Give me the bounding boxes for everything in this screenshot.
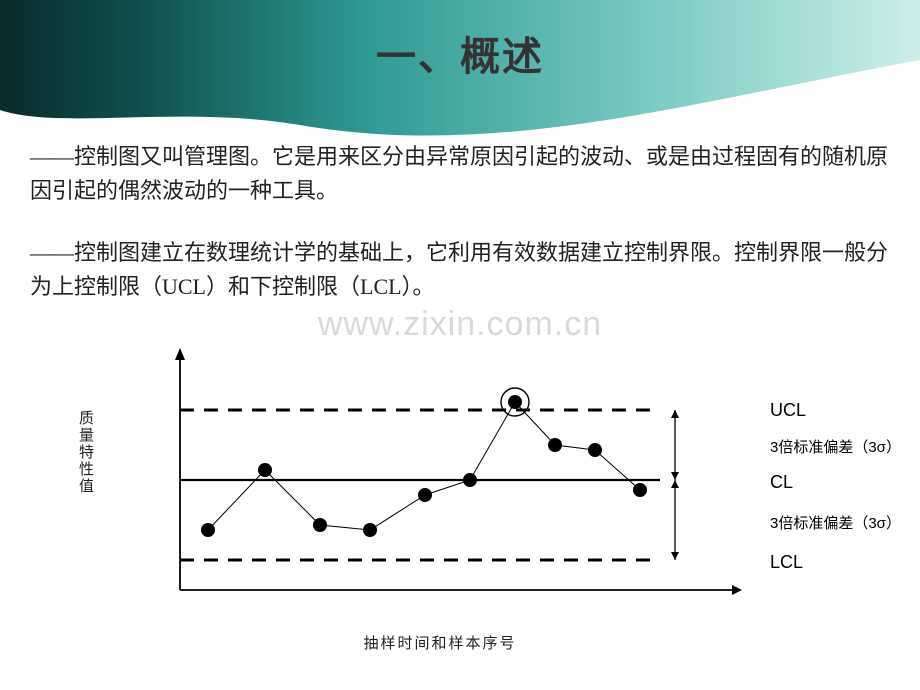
ucl-label: UCL: [770, 400, 806, 421]
chart-canvas: [120, 330, 760, 630]
sigma-label-lower: 3倍标准偏差（3σ）: [770, 512, 901, 533]
paragraph-2-text: ——控制图建立在数理统计学的基础上，它利用有效数据建立控制界限。控制界限一般分为…: [30, 240, 888, 299]
x-axis-label: 抽样时间和样本序号: [120, 632, 760, 653]
control-chart: 质量特性值 抽样时间和样本序号 UCL 3倍标准偏差（3σ） CL 3倍标准偏差…: [70, 330, 870, 660]
paragraph-2: ——控制图建立在数理统计学的基础上，它利用有效数据建立控制界限。控制界限一般分为…: [30, 236, 890, 304]
slide-title: 一、概述: [0, 24, 920, 82]
paragraph-1: ——控制图又叫管理图。它是用来区分由异常原因引起的波动、或是由过程固有的随机原因…: [30, 140, 890, 208]
lcl-label: LCL: [770, 552, 803, 573]
y-axis-label: 质量特性值: [76, 410, 96, 495]
sigma-label-upper: 3倍标准偏差（3σ）: [770, 436, 901, 457]
cl-label: CL: [770, 472, 793, 493]
paragraph-1-text: ——控制图又叫管理图。它是用来区分由异常原因引起的波动、或是由过程固有的随机原因…: [30, 144, 888, 203]
slide: 一、概述 ——控制图又叫管理图。它是用来区分由异常原因引起的波动、或是由过程固有…: [0, 0, 920, 690]
